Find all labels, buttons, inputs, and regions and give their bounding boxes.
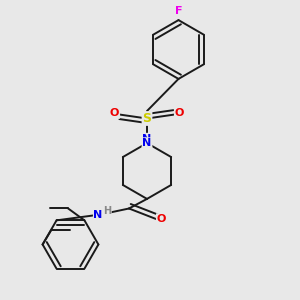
Text: O: O <box>110 108 119 118</box>
Text: N: N <box>142 134 152 144</box>
Text: F: F <box>175 6 182 16</box>
Text: N: N <box>94 209 103 220</box>
Text: H: H <box>103 206 111 217</box>
Text: O: O <box>175 108 184 118</box>
Text: S: S <box>142 112 152 125</box>
Text: N: N <box>142 138 152 148</box>
Text: O: O <box>157 214 166 224</box>
